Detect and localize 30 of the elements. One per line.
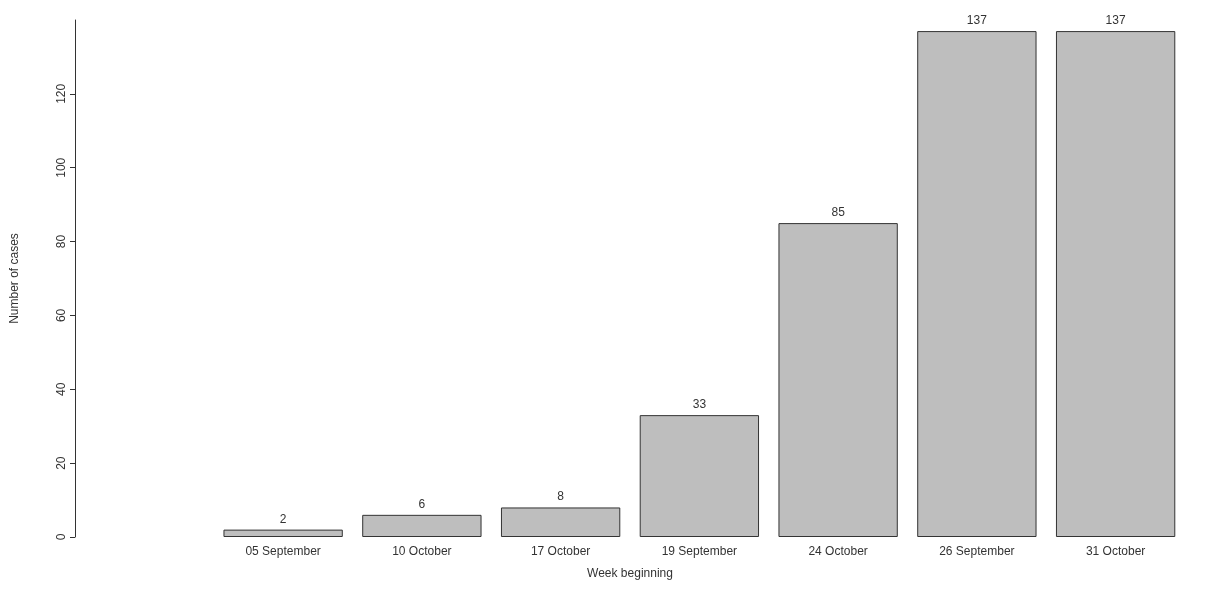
bar <box>223 529 343 537</box>
x-axis-title: Week beginning <box>587 566 673 580</box>
x-tick-label: 24 October <box>808 544 868 558</box>
data-label: 85 <box>831 205 846 220</box>
data-label: 8 <box>557 489 565 504</box>
data-label: 137 <box>966 13 988 28</box>
y-tick-label: 20 <box>54 456 68 470</box>
x-tick-label: 26 September <box>939 544 1015 558</box>
y-axis-title: Number of cases <box>7 233 21 324</box>
y-tick-label: 120 <box>54 83 68 104</box>
y-tick-label: 80 <box>54 234 68 249</box>
x-tick-label: 31 October <box>1085 544 1146 558</box>
bar <box>362 514 482 537</box>
data-label: 6 <box>418 496 426 511</box>
y-tick-label: 40 <box>54 382 68 396</box>
x-tick-label: 17 October <box>530 544 591 558</box>
x-tick-label: 10 October <box>392 544 452 558</box>
bar <box>778 223 898 537</box>
data-label: 33 <box>692 397 707 412</box>
y-tick-label: 0 <box>54 533 68 541</box>
x-tick-label: 19 September <box>661 544 738 558</box>
x-tick-label: 05 September <box>245 544 321 558</box>
bar <box>500 507 621 537</box>
data-label: 137 <box>1105 13 1126 28</box>
y-tick-label: 100 <box>54 157 68 178</box>
bar <box>917 31 1037 537</box>
data-label: 2 <box>279 511 287 526</box>
bar <box>1055 31 1176 537</box>
bar <box>639 415 760 537</box>
y-tick-label: 60 <box>54 308 68 323</box>
